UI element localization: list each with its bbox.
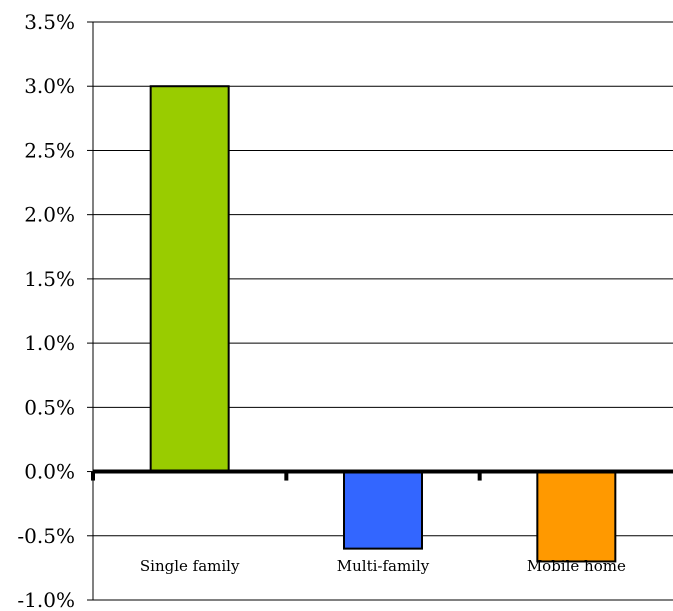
category-label: Mobile home	[527, 557, 626, 575]
category-labels: Single family Multi-family Mobile home	[140, 557, 626, 575]
y-tick-label: 2.0%	[24, 203, 75, 227]
bar-multi-family	[343, 470, 423, 550]
y-tick-label: 0.5%	[24, 395, 75, 419]
axes	[87, 21, 673, 601]
y-axis-tick-labels: 3.5% 3.0% 2.5% 2.0% 1.5% 1.0% 0.5% 0.0% -0.5% -1.…	[17, 10, 75, 611]
y-tick-label: 3.0%	[24, 74, 75, 98]
y-tick-label: -1.0%	[17, 588, 75, 611]
bar-single-family	[149, 85, 230, 473]
y-tick-label: -0.5%	[17, 524, 75, 548]
y-tick-label: 1.0%	[24, 331, 75, 355]
y-tick-label: 3.5%	[24, 10, 75, 34]
category-label: Single family	[140, 557, 240, 575]
category-label: Multi-family	[337, 557, 430, 575]
y-tick-label: 1.5%	[24, 267, 75, 291]
y-tick-label: 2.5%	[24, 138, 75, 162]
bars	[149, 85, 617, 563]
y-tick-label: 0.0%	[24, 460, 75, 484]
bar-mobile-home	[536, 470, 617, 563]
